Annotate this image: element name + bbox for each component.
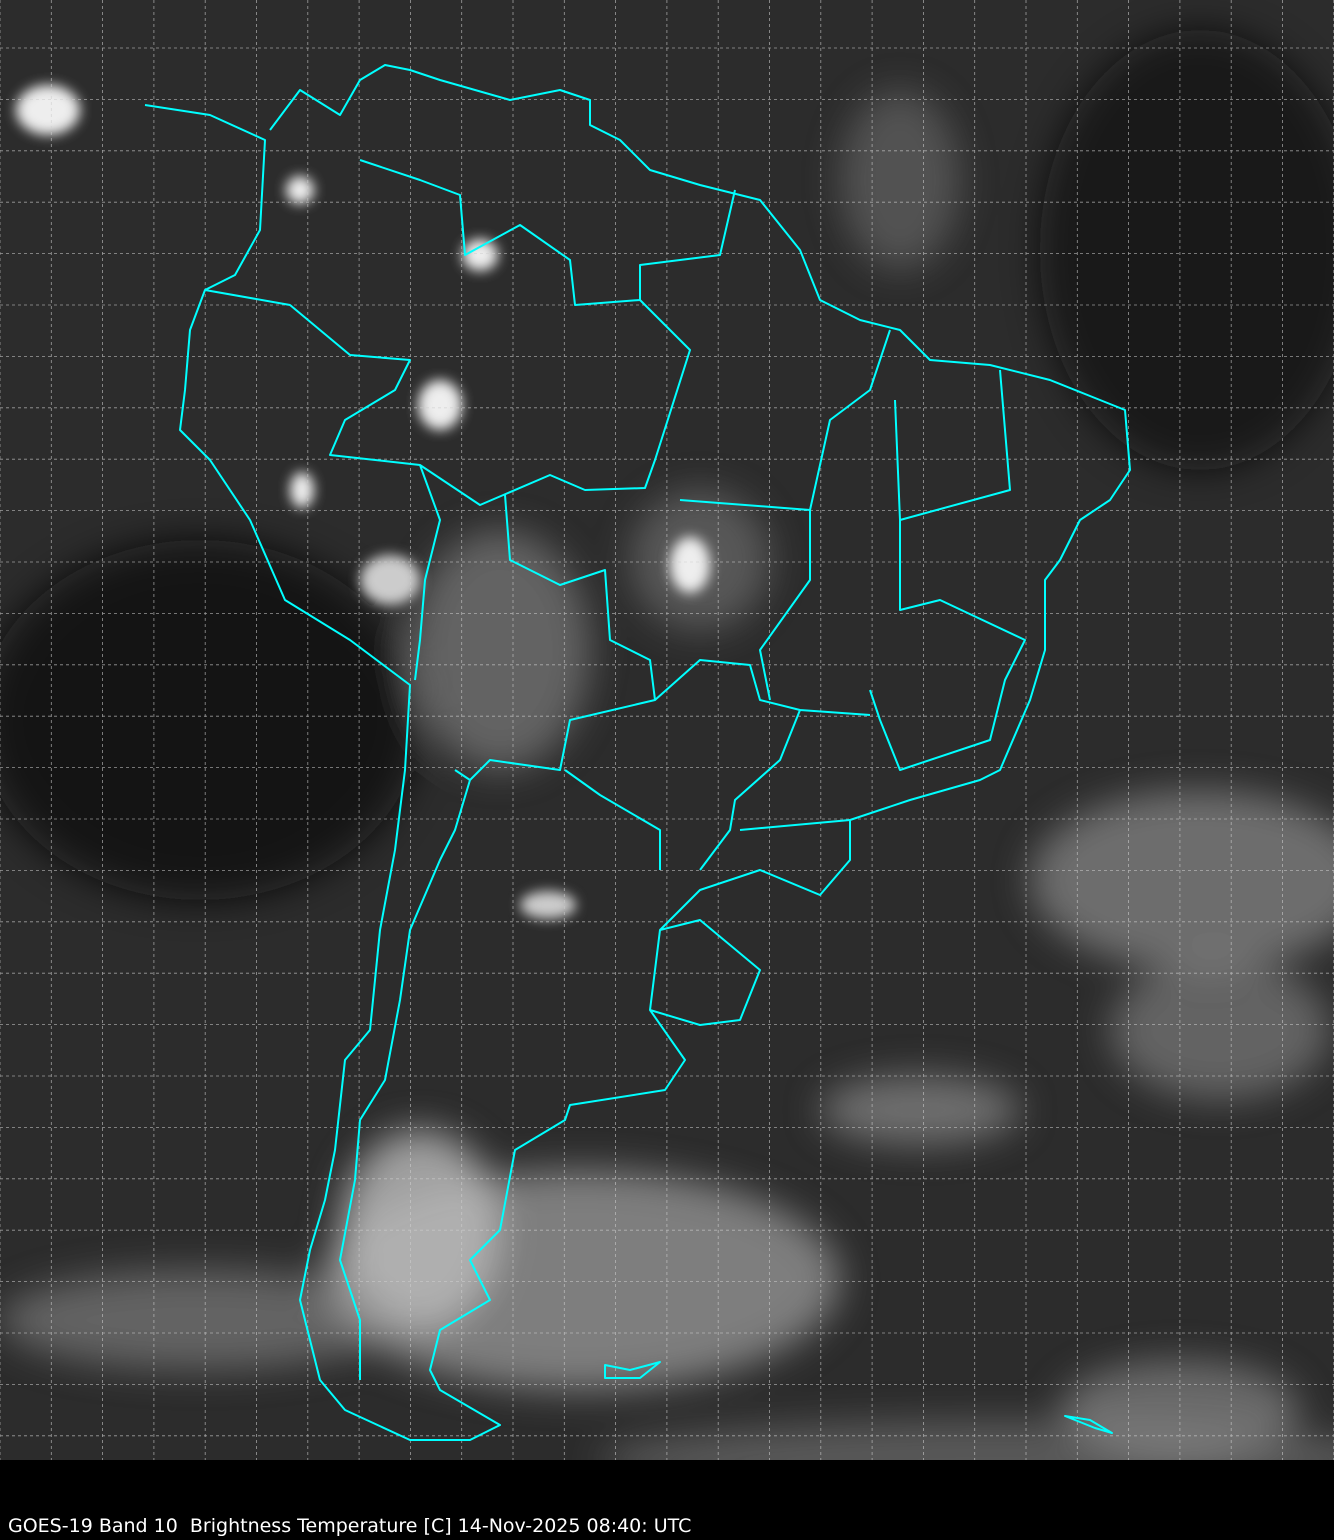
falkland-islands: [604, 1361, 661, 1379]
country-borders: [204, 159, 1026, 1380]
image-caption: GOES-19 Band 10 Brightness Temperature […: [8, 1515, 692, 1537]
satellite-image-map: [0, 0, 1334, 1460]
coastlines-borders: [144, 64, 1131, 1441]
cloud-layer: [0, 30, 1334, 1460]
south-georgia-island: [1064, 1415, 1113, 1434]
south-america-coastline: [144, 64, 1131, 1441]
lat-lon-grid: [0, 0, 1334, 1460]
